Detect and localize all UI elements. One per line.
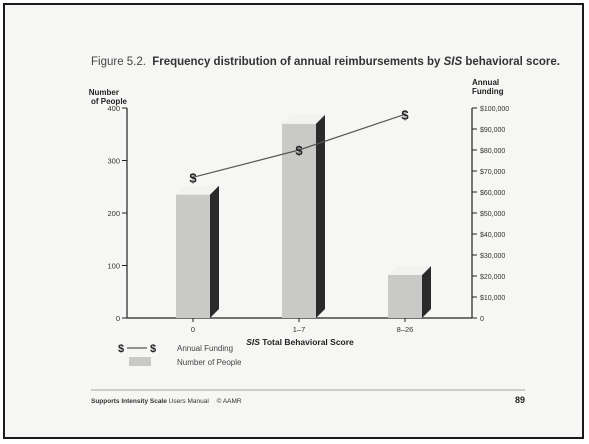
- x-tick-label: 8–26: [397, 325, 414, 334]
- bar-top: [176, 185, 219, 195]
- footer-title: Supports Intensity Scale: [91, 398, 167, 405]
- y-right-label-1: Annual: [472, 78, 499, 87]
- y-left-tick-label: 200: [107, 209, 120, 218]
- y-right-tick-label: $40,000: [480, 232, 505, 239]
- legend-dollar-icon-right: $: [150, 343, 156, 355]
- bar-1–7: [282, 114, 325, 318]
- figure-title: Figure 5.2. Frequency distribution of an…: [91, 56, 560, 68]
- funding-line-group: $ $ $: [189, 107, 409, 185]
- y-left-tick-label: 400: [107, 104, 120, 113]
- legend-funding-label: Annual Funding: [177, 344, 233, 353]
- legend-people-label: Number of People: [177, 358, 242, 367]
- bar-top: [282, 114, 325, 124]
- bar-0: [176, 185, 219, 318]
- y-right-tick-label: $70,000: [480, 169, 505, 176]
- y-left-tick-label: 0: [116, 314, 120, 323]
- y-right-tick-label: $80,000: [480, 148, 505, 155]
- funding-line: [192, 113, 406, 178]
- bar-top: [388, 265, 431, 275]
- figure-title-pre: Frequency distribution of annual reimbur…: [152, 56, 443, 68]
- bar-side: [422, 265, 431, 318]
- y-left-label-2: of People: [91, 97, 128, 106]
- bars-group: [176, 114, 431, 318]
- y-right-tick-label: $30,000: [480, 253, 505, 260]
- x-axis-title-rest: Total Behavioral Score: [262, 337, 354, 347]
- document-page: Figure 5.2. Frequency distribution of an…: [3, 3, 584, 439]
- x-tick-label: 0: [191, 325, 195, 334]
- funding-point-1–7: $: [295, 143, 303, 158]
- footer-text: Supports Intensity Scale Users Manual © …: [91, 397, 242, 405]
- figure-title-sis: SIS: [444, 56, 463, 68]
- legend: $ $ Annual Funding Number of People: [118, 343, 242, 367]
- funding-point-0: $: [189, 170, 197, 185]
- bar-front: [282, 123, 316, 318]
- x-axis-title: SIS Total Behavioral Score: [246, 337, 354, 347]
- bar-side: [210, 185, 219, 318]
- y-right-tick-label: $90,000: [480, 127, 505, 134]
- y-right-tick-label: $10,000: [480, 295, 505, 302]
- legend-dollar-icon-left: $: [118, 343, 124, 355]
- figure-label: Figure 5.2.: [91, 56, 146, 68]
- figure-title-post: behavioral score.: [465, 56, 560, 68]
- page-number: 89: [515, 395, 525, 405]
- y-left-tick-label: 100: [107, 262, 120, 271]
- y-right-tick-label: 0: [480, 316, 484, 323]
- bar-side: [316, 114, 325, 318]
- footer-copyright: © AAMR: [217, 397, 242, 405]
- bar-front: [388, 274, 422, 318]
- y-right-tick-label: $50,000: [480, 211, 505, 218]
- x-tick-label: 1–7: [293, 325, 306, 334]
- y-right-tick-label: $60,000: [480, 190, 505, 197]
- funding-distribution-chart: Figure 5.2. Frequency distribution of an…: [89, 56, 560, 405]
- footer-rest: Users Manual: [169, 398, 210, 405]
- bar-front: [176, 194, 210, 318]
- y-right-label-2: Funding: [472, 87, 504, 96]
- x-axis-title-sis: SIS: [246, 337, 260, 347]
- y-left-tick-label: 300: [107, 157, 120, 166]
- y-right-tick-label: $100,000: [480, 106, 509, 113]
- y-right-tick-label: $20,000: [480, 274, 505, 281]
- y-left-label-1: Number: [89, 88, 119, 97]
- funding-point-8–26: $: [401, 107, 409, 122]
- bar-8–26: [388, 265, 431, 318]
- legend-bar-swatch: [129, 357, 151, 366]
- axes-group: 0 100 200 300 400 0 1–7 8–26 0 $10,000 $20,000 $30,…: [107, 104, 509, 334]
